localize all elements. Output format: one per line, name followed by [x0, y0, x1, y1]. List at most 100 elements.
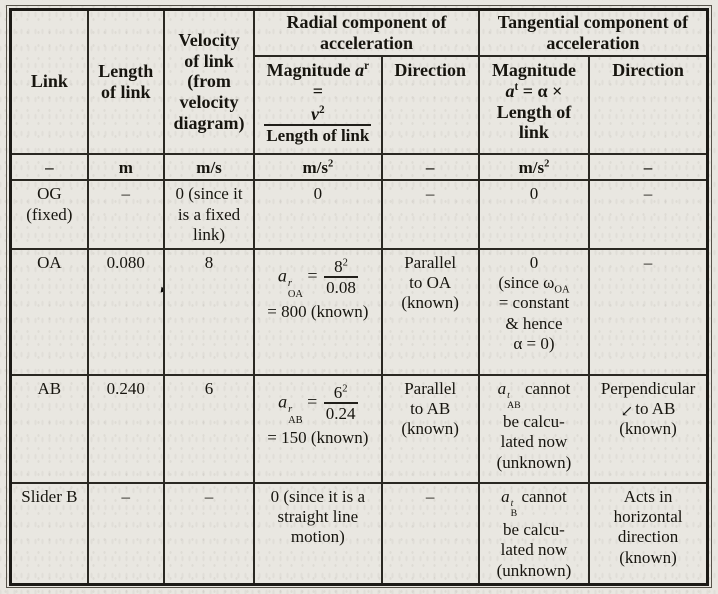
tangential-magnitude-rest: Length of link	[496, 101, 572, 143]
ab-fraction-denominator: 0.24	[325, 404, 356, 424]
oa-tangential-line2: (since ωOA	[482, 273, 586, 296]
group-header-radial: Radial component of acceleration	[253, 8, 480, 58]
oa-tangential-line1: 0	[529, 252, 539, 272]
ab-tangential-symbol: a	[497, 378, 507, 398]
ab-fraction-numerator: 62	[323, 382, 358, 405]
units-row: – m m/s m/s2 – m/s2 –	[9, 153, 709, 182]
og-length: –	[86, 179, 165, 250]
col-header-velocity-label: Velocity of link (from velocity diagram)	[173, 29, 245, 133]
units-radial-direction: –	[380, 153, 480, 182]
units-velocity: m/s	[162, 153, 256, 182]
col-header-radial-direction: Direction	[380, 55, 480, 156]
units-tangential-direction: –	[588, 153, 709, 182]
slider-tangential-direction-text: Acts in horizontal direction (known)	[613, 486, 683, 567]
ab-direction-line3: (known)	[619, 419, 677, 439]
ab-tangential-sup: t	[507, 389, 510, 401]
ab-tangential-line1: a t AB cannot	[482, 379, 586, 412]
ab-formula-scripts: r AB	[288, 404, 303, 427]
tangential-magnitude-word: Magnitude	[491, 60, 576, 81]
oa-formula-sub: OA	[287, 288, 303, 300]
oa-tangential-direction: –	[588, 247, 709, 376]
slider-tangential-direction: Acts in horizontal direction (known)	[588, 481, 709, 586]
oa-numerator-base: 8	[334, 256, 343, 276]
ab-tangential-scripts: t AB	[507, 389, 521, 412]
ab-length: 0.240	[86, 373, 165, 484]
oa-link: OA	[9, 247, 89, 376]
oa-velocity: 8	[162, 247, 256, 376]
col-header-link: Link	[9, 8, 89, 156]
oa-fraction-denominator: 0.08	[326, 278, 356, 298]
col-header-length: Length of link	[86, 8, 165, 156]
group-header-tangential-label: Tangential component of acceleration	[497, 12, 689, 53]
ab-direction-line2: ↙ to AB	[592, 398, 704, 420]
oa-fraction-numerator: 82	[324, 257, 358, 279]
row-slider-b: Slider B – – 0 (since it is a straight l…	[9, 481, 709, 586]
radial-magnitude-sup: r	[364, 60, 370, 73]
og-velocity: 0 (since it is a fixed link)	[162, 179, 256, 250]
ab-numerator-base: 6	[333, 382, 343, 402]
oa-formula-result: = 800 (known)	[267, 302, 369, 322]
ab-tangential-magnitude: a t AB cannot be calcu- lated now (unknown…	[477, 373, 591, 484]
header-group-row: Link Length of link Velocity of link (fr…	[9, 8, 709, 156]
slider-length: –	[86, 481, 165, 586]
slider-radial-direction: –	[380, 481, 480, 586]
slider-tangential-symbol: a	[501, 486, 510, 506]
fraction-v-sup: 2	[319, 103, 325, 116]
og-radial-direction: –	[380, 179, 480, 250]
radial-magnitude-line1: Magnitude ar	[257, 60, 378, 81]
ab-radial-formula: a r AB = 62 0.24	[257, 379, 378, 427]
ab-formula-fraction: 62 0.24	[323, 382, 358, 424]
ab-link: AB	[9, 373, 89, 484]
ab-radial-direction: Parallel to AB (known)	[380, 373, 480, 484]
units-radial-sup: 2	[327, 158, 334, 170]
og-tangential-magnitude: 0	[477, 179, 591, 250]
og-radial-magnitude: 0	[253, 179, 383, 250]
row-oa: OA 0.080 ► 8 a r OA = 82 0.08 = 800 (known) …	[9, 247, 709, 376]
slider-velocity: –	[162, 481, 256, 586]
ab-tangential-rest: be calcu- lated now (unknown)	[496, 411, 572, 472]
ab-formula-equals: =	[302, 391, 322, 412]
col-header-length-label: Length of link	[98, 61, 154, 102]
oa-formula-fraction: 82 0.08	[324, 257, 358, 298]
slider-tangential-rest: be calcu- lated now (unknown)	[496, 519, 572, 580]
row-og: OG (fixed) – 0 (since it is a fixed link…	[9, 179, 709, 250]
oa-omega-sub: OA	[554, 284, 570, 296]
oa-formula-scripts: r OA	[288, 278, 303, 301]
units-radial-magnitude: m/s2	[253, 153, 383, 182]
tangential-magnitude-formula: at = α ×	[482, 81, 586, 102]
radial-magnitude-equals: =	[312, 81, 323, 102]
group-header-radial-label: Radial component of acceleration	[286, 12, 447, 53]
oa-formula-equals: =	[302, 265, 323, 286]
ab-tangential-cannot: cannot	[520, 378, 571, 398]
og-tangential-direction: –	[588, 179, 709, 250]
ab-formula-result: = 150 (known)	[267, 428, 369, 448]
ab-radial-magnitude: a r AB = 62 0.24 = 150 (known)	[253, 373, 383, 484]
tangential-magnitude-sup: t	[514, 81, 519, 94]
col-header-tangential-magnitude: Magnitude at = α × Length of link	[477, 55, 591, 156]
row-ab: AB 0.240 6 a r AB = 62 0.24 = 150 (known) P…	[9, 373, 709, 484]
ab-direction-to-ab: to AB	[635, 398, 676, 418]
col-header-link-label: Link	[30, 71, 68, 92]
ab-formula-sup: r	[288, 403, 293, 415]
slider-tangential-cannot: cannot	[517, 486, 567, 506]
oa-formula-symbol: a	[277, 265, 287, 286]
oa-radial-direction: Parallel to OA (known)	[380, 247, 480, 376]
radial-magnitude-fraction: v2 Length of link	[264, 103, 372, 146]
og-link-label: OG (fixed)	[26, 184, 73, 224]
ab-tangential-sub: AB	[507, 400, 521, 412]
oa-length-value: 0.080	[106, 252, 145, 272]
fraction-v-symbol: v	[311, 103, 320, 124]
ab-direction-line1: Perpendicular	[600, 378, 696, 398]
col-header-velocity: Velocity of link (from velocity diagram)	[162, 8, 256, 156]
oa-radial-magnitude: a r OA = 82 0.08 = 800 (known)	[253, 247, 383, 376]
ab-formula-symbol: a	[278, 391, 288, 412]
oa-radial-direction-text: Parallel to OA (known)	[401, 252, 459, 313]
oa-length: 0.080 ►	[86, 247, 165, 376]
oa-formula-sup: r	[287, 277, 292, 289]
oa-tangential-rest: = constant & hence α = 0)	[498, 293, 570, 354]
table-frame: Link Length of link Velocity of link (fr…	[6, 5, 712, 588]
radial-fraction-numerator: v2	[264, 103, 372, 127]
